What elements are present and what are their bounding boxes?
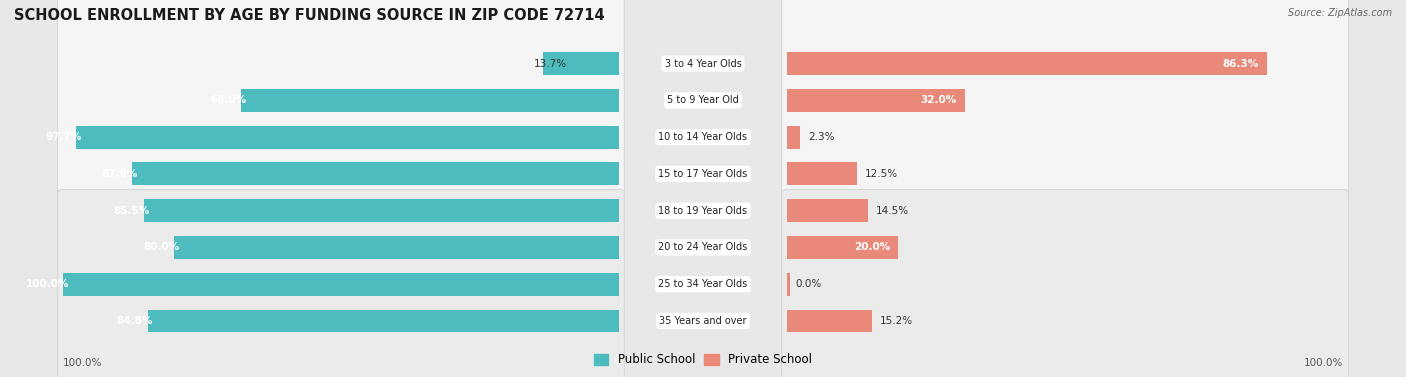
FancyBboxPatch shape	[58, 0, 624, 195]
Bar	[148, 310, 619, 332]
FancyBboxPatch shape	[782, 189, 1348, 377]
Text: 13.7%: 13.7%	[534, 58, 568, 69]
Bar	[787, 273, 790, 296]
Bar	[787, 52, 1267, 75]
Text: 14.5%: 14.5%	[876, 205, 910, 216]
Bar	[787, 162, 856, 185]
Bar	[174, 236, 619, 259]
Text: 85.5%: 85.5%	[112, 205, 149, 216]
FancyBboxPatch shape	[782, 0, 1348, 195]
Text: 87.6%: 87.6%	[101, 169, 138, 179]
Text: 18 to 19 Year Olds: 18 to 19 Year Olds	[658, 205, 748, 216]
Text: 25 to 34 Year Olds: 25 to 34 Year Olds	[658, 279, 748, 289]
Text: 86.3%: 86.3%	[1222, 58, 1258, 69]
Text: 15.2%: 15.2%	[880, 316, 914, 326]
Text: 68.0%: 68.0%	[211, 95, 246, 106]
Text: 97.7%: 97.7%	[45, 132, 82, 142]
Bar	[787, 126, 800, 149]
Bar	[787, 236, 898, 259]
Text: Source: ZipAtlas.com: Source: ZipAtlas.com	[1288, 8, 1392, 18]
Text: 100.0%: 100.0%	[63, 358, 103, 368]
Text: 5 to 9 Year Old: 5 to 9 Year Old	[666, 95, 740, 106]
Text: 15 to 17 Year Olds: 15 to 17 Year Olds	[658, 169, 748, 179]
Bar	[787, 310, 872, 332]
Text: 10 to 14 Year Olds: 10 to 14 Year Olds	[658, 132, 748, 142]
Bar	[543, 52, 619, 75]
Bar	[132, 162, 619, 185]
Text: 35 Years and over: 35 Years and over	[659, 316, 747, 326]
Text: 20 to 24 Year Olds: 20 to 24 Year Olds	[658, 242, 748, 253]
Text: SCHOOL ENROLLMENT BY AGE BY FUNDING SOURCE IN ZIP CODE 72714: SCHOOL ENROLLMENT BY AGE BY FUNDING SOUR…	[14, 8, 605, 23]
Text: 3 to 4 Year Olds: 3 to 4 Year Olds	[665, 58, 741, 69]
Bar	[76, 126, 619, 149]
Text: 0.0%: 0.0%	[796, 279, 823, 289]
Text: 32.0%: 32.0%	[921, 95, 956, 106]
FancyBboxPatch shape	[58, 189, 624, 377]
Bar	[240, 89, 619, 112]
Text: 2.3%: 2.3%	[808, 132, 835, 142]
Legend: Public School, Private School: Public School, Private School	[589, 349, 817, 371]
Text: 84.8%: 84.8%	[117, 316, 153, 326]
Text: 20.0%: 20.0%	[853, 242, 890, 253]
Text: 80.0%: 80.0%	[143, 242, 180, 253]
Text: 100.0%: 100.0%	[25, 279, 69, 289]
Text: 100.0%: 100.0%	[1303, 358, 1343, 368]
Bar	[787, 89, 965, 112]
Bar	[143, 199, 619, 222]
Text: 12.5%: 12.5%	[865, 169, 898, 179]
Bar	[63, 273, 619, 296]
Bar	[787, 199, 868, 222]
